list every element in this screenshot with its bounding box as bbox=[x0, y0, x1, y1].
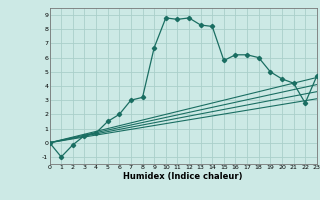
X-axis label: Humidex (Indice chaleur): Humidex (Indice chaleur) bbox=[124, 172, 243, 181]
